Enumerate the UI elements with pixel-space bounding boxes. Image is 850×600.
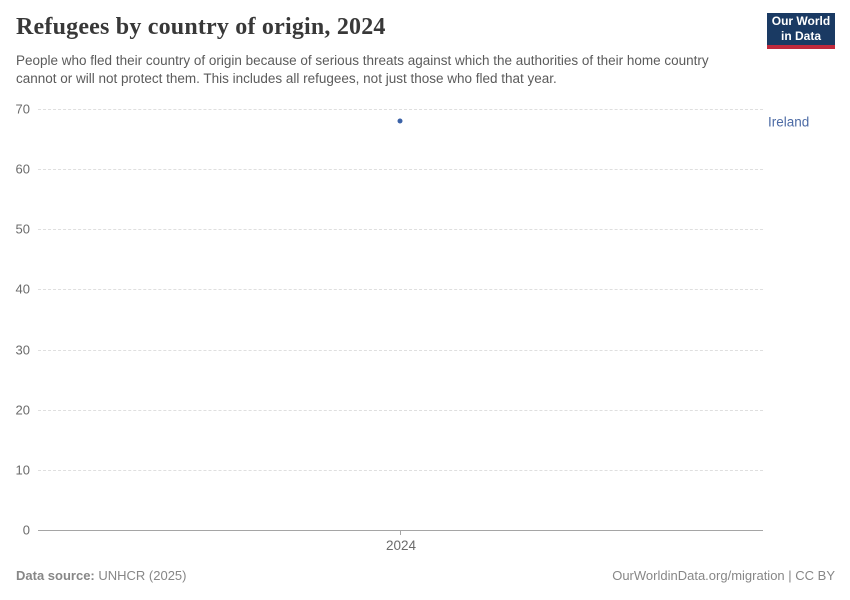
y-gridline [38,109,763,110]
y-tick-label: 70 [15,101,30,117]
y-tick-label: 30 [15,342,30,358]
data-point-ireland[interactable] [397,118,403,124]
owid-logo-line2: in Data [780,29,821,43]
data-source-value: UNHCR (2025) [94,568,187,583]
owid-logo: Our World in Data [767,13,835,49]
attribution-link[interactable]: OurWorldinData.org/migration | CC BY [612,568,835,583]
y-tick-label: 50 [15,221,30,237]
y-gridline [38,409,763,411]
entity-label-ireland[interactable]: Ireland [768,114,810,130]
y-gridline [38,229,763,231]
page-title: Refugees by country of origin, 2024 [16,14,386,40]
y-tick-label: 60 [15,161,30,177]
y-tick-label: 0 [22,522,30,538]
y-gridline [38,289,763,291]
y-gridline [38,169,763,171]
x-axis-tick-mark [400,530,401,535]
chart-footer: Data source: UNHCR (2025) OurWorldinData… [16,568,835,583]
data-source-label: Data source: [16,568,95,583]
y-tick-label: 10 [15,462,30,478]
data-source-note: Data source: UNHCR (2025) [16,568,187,583]
y-gridline [38,469,763,471]
y-gridline [38,349,763,351]
x-axis-line [38,530,763,531]
y-tick-label: 20 [15,402,30,418]
y-tick-label: 40 [15,281,30,297]
x-tick-label: 2024 [385,538,417,553]
chart-subtitle: People who fled their country of origin … [16,53,709,86]
owid-logo-line1: Our World [771,14,831,28]
